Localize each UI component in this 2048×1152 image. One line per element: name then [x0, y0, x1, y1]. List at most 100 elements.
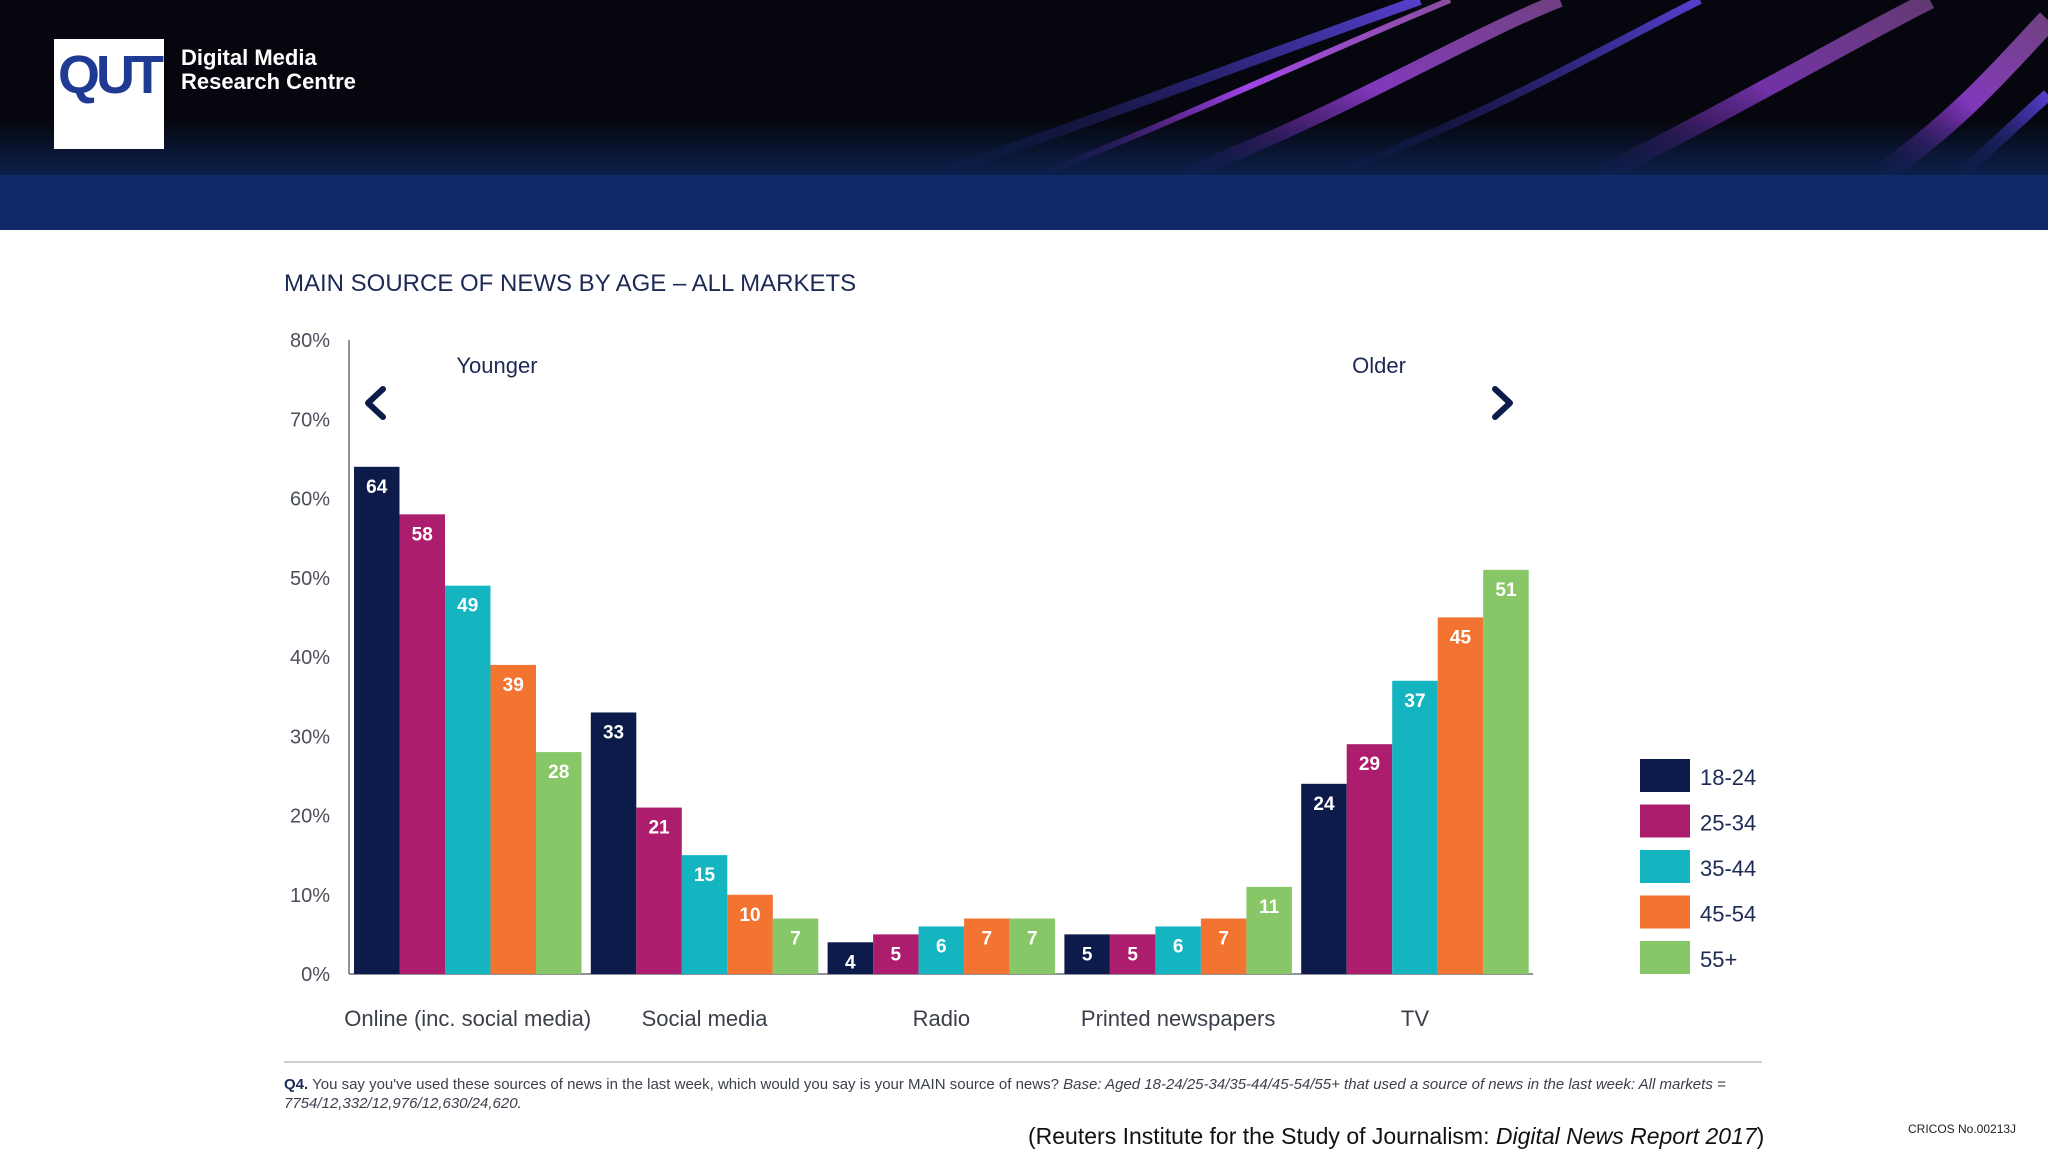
- bar-value-label: 24: [1313, 794, 1335, 815]
- bar-value-label: 5: [1127, 944, 1138, 965]
- footnote-question: You say you've used these sources of new…: [312, 1076, 1059, 1093]
- source-citation: (Reuters Institute for the Study of Jour…: [1028, 1123, 1764, 1150]
- qut-logo-text: QUT: [58, 45, 164, 105]
- bar: [1392, 680, 1438, 974]
- bar: [445, 585, 491, 974]
- legend-label: 18-24: [1700, 765, 1756, 790]
- bar: [536, 752, 582, 974]
- bar-value-label: 5: [891, 944, 902, 965]
- y-tick-label: 20%: [290, 806, 330, 828]
- bar: [399, 514, 445, 974]
- older-label: Older: [1352, 353, 1406, 378]
- bar: [727, 894, 773, 974]
- bar-value-label: 10: [739, 905, 760, 926]
- bar: [772, 918, 819, 974]
- younger-label: Younger: [456, 353, 537, 378]
- bar: [590, 712, 637, 974]
- older-arrow: [1245, 386, 1513, 420]
- bar-value-label: 7: [1218, 929, 1229, 950]
- bar: [964, 918, 1010, 974]
- category-label: Online (inc. social media): [344, 1006, 591, 1031]
- bar-value-label: 15: [694, 865, 716, 886]
- y-tick-label: 70%: [290, 409, 330, 431]
- legend-label: 35-44: [1700, 856, 1756, 881]
- category-label: Radio: [913, 1006, 970, 1031]
- bar-value-label: 49: [457, 596, 478, 617]
- legend-swatch: [1640, 850, 1690, 883]
- source-report-title: Digital News Report 2017: [1495, 1123, 1757, 1149]
- bar: [1301, 783, 1347, 974]
- legend: 18-24 25-34 35-44 45-54 55+: [1640, 759, 1756, 974]
- y-tick-label: 0%: [301, 964, 330, 986]
- bar: [681, 855, 728, 974]
- legend-swatch: [1640, 895, 1690, 929]
- category-label: TV: [1401, 1006, 1429, 1031]
- bar-value-label: 64: [366, 477, 388, 498]
- y-tick-label: 60%: [290, 489, 330, 511]
- header-banner: [0, 0, 2048, 175]
- legend-label: 25-34: [1700, 811, 1756, 836]
- bar: [1200, 918, 1247, 974]
- bar: [1246, 886, 1292, 974]
- category-labels: Online (inc. social media) Social media Ra…: [344, 1006, 1429, 1031]
- legend-swatch: [1640, 941, 1690, 974]
- bar: [1009, 918, 1056, 974]
- bar-value-label: 33: [603, 722, 624, 743]
- bar: [1346, 744, 1393, 974]
- bar-value-label: 58: [412, 524, 433, 545]
- bar-value-label: 5: [1082, 944, 1093, 965]
- bar: [636, 807, 682, 974]
- org-name-line1: Digital Media: [181, 45, 317, 70]
- source-prefix: (Reuters Institute for the Study of Jour…: [1028, 1123, 1496, 1149]
- bar-value-label: 4: [845, 952, 856, 973]
- bar: [918, 926, 965, 974]
- bar-value-label: 7: [982, 929, 993, 950]
- y-tick-label: 40%: [290, 647, 330, 669]
- bar: [873, 934, 919, 974]
- younger-arrow: [365, 386, 634, 420]
- footnote: Q4. You say you've used these sources of…: [284, 1075, 1754, 1113]
- chart-title: MAIN SOURCE OF NEWS BY AGE – ALL MARKETS: [284, 270, 857, 297]
- bar: [490, 664, 536, 974]
- bar-value-label: 6: [1173, 936, 1184, 957]
- footnote-base: Base: Aged 18-24/25-34/35-44/45-54/55+ t…: [284, 1076, 1726, 1112]
- bar: [1109, 934, 1156, 974]
- qut-logo: QUT: [54, 39, 164, 149]
- bar-value-label: 45: [1450, 627, 1472, 648]
- bar-value-label: 39: [503, 675, 524, 696]
- bar-value-label: 28: [548, 762, 569, 783]
- y-tick-label: 50%: [290, 568, 330, 590]
- y-tick-label: 10%: [290, 885, 330, 907]
- legend-swatch: [1640, 759, 1690, 792]
- legend-label: 55+: [1700, 947, 1737, 972]
- legend-swatch: [1640, 804, 1690, 838]
- cricos-number: CRICOS No.00213J: [1908, 1122, 2017, 1136]
- bar-value-label: 37: [1404, 691, 1425, 712]
- bar-value-label: 7: [790, 929, 801, 950]
- bar-value-label: 51: [1495, 580, 1517, 601]
- bar-value-label: 29: [1359, 754, 1380, 775]
- bar: [1483, 569, 1529, 974]
- bar: [1064, 934, 1110, 974]
- category-label: Social media: [642, 1006, 769, 1031]
- bar-value-label: 6: [936, 936, 947, 957]
- bar-value-label: 11: [1259, 897, 1280, 918]
- header-blue-strip: [0, 175, 2048, 230]
- banner-light-streaks: [0, 0, 2048, 175]
- bar-value-label: 7: [1027, 929, 1038, 950]
- y-tick-label: 80%: [290, 330, 330, 352]
- y-tick-label: 30%: [290, 726, 330, 748]
- bar: [827, 942, 874, 974]
- bar: [354, 466, 400, 974]
- bar: [1155, 926, 1201, 974]
- org-name-line2: Research Centre: [181, 69, 356, 94]
- footnote-question-number: Q4.: [284, 1076, 309, 1093]
- category-label: Printed newspapers: [1081, 1006, 1275, 1031]
- source-suffix: ): [1756, 1123, 1765, 1149]
- legend-label: 45-54: [1700, 902, 1756, 927]
- bar-value-label: 21: [648, 818, 670, 839]
- bar: [1437, 617, 1484, 974]
- organisation-name: Digital Media Research Centre: [181, 46, 356, 94]
